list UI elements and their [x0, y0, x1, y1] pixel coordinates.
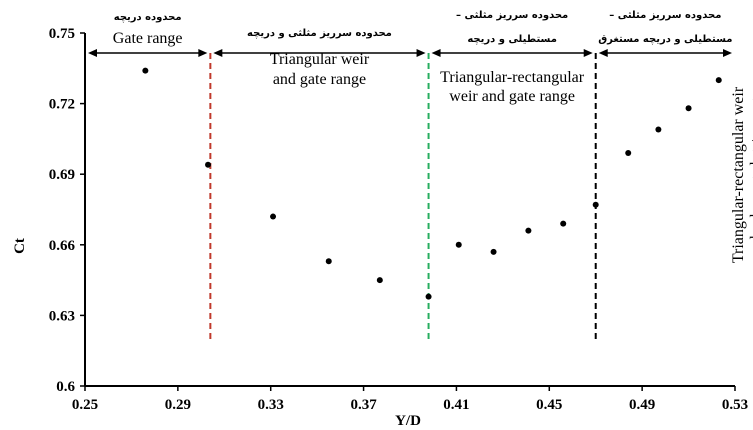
data-point: [685, 105, 692, 112]
arrow-right-icon: [198, 49, 208, 57]
region-label-en: Gate range: [113, 30, 183, 47]
region-label-fa: محدوده سرریز مثلثی – مستطیلی و دریچه مستغ…: [598, 10, 732, 45]
x-tick-label: 0.45: [536, 397, 562, 413]
region-label-fa: محدوده دریچه: [114, 12, 182, 23]
arrow-left-icon: [431, 49, 441, 57]
region-label-en: and gate range: [273, 71, 366, 88]
data-point: [560, 220, 567, 227]
x-axis-label: Y/D: [395, 413, 421, 429]
data-points: [142, 67, 722, 300]
region-label-fa-line: مستطیلی و دریچه مستغرق: [598, 34, 732, 45]
region-label-en: Triangular weir: [270, 51, 370, 68]
arrow-right-icon: [416, 49, 426, 57]
data-point: [376, 277, 383, 284]
data-point: [655, 126, 662, 133]
y-tick-label: 0.6: [56, 379, 75, 395]
data-point: [325, 258, 332, 265]
x-tick-label: 0.41: [443, 397, 469, 413]
region-label-fa: محدوده سرریز مثلثی و دریچه: [247, 28, 392, 39]
data-point: [592, 201, 599, 208]
x-tick-label: 0.49: [629, 397, 655, 413]
region-label-en-line: Triangular-rectangular weir: [730, 86, 747, 263]
region-label-en: weir and gate range: [449, 88, 575, 105]
region-label-en: Triangular-rectangular: [440, 69, 585, 86]
region-4: محدوده سرریز مثلثی – مستطیلی و دریچه مستغ…: [598, 10, 753, 263]
data-point: [490, 248, 497, 255]
data-point: [425, 293, 432, 300]
region-label-fa-line: محدوده سرریز مثلثی –: [456, 10, 568, 21]
arrow-left-icon: [213, 49, 223, 57]
x-tick-label: 0.29: [165, 397, 191, 413]
region-annotations: محدوده دریچه Gate range محدوده سرریز مثلثی…: [88, 10, 753, 263]
y-axis-label: Ct: [12, 238, 28, 254]
data-point: [525, 227, 532, 234]
x-tick-label: 0.25: [72, 397, 98, 413]
region-label-fa-line: محدوده سرریز مثلثی –: [609, 10, 721, 21]
y-tick-label: 0.69: [49, 167, 75, 183]
arrow-left-icon: [598, 49, 608, 57]
arrow-right-icon: [723, 49, 732, 57]
axes: [80, 32, 736, 391]
data-point: [270, 213, 277, 220]
region-label-fa-line: مستطیلی و دریچه: [467, 34, 557, 45]
x-tick-label: 0.33: [258, 397, 284, 413]
region-label-en-line: and submerged gate range: [748, 91, 753, 258]
y-tick-label: 0.63: [49, 308, 75, 324]
y-tick-label: 0.66: [49, 238, 76, 254]
arrow-left-icon: [88, 49, 97, 57]
data-point: [715, 77, 722, 84]
arrow-right-icon: [583, 49, 593, 57]
data-point: [142, 67, 149, 74]
x-tick-label: 0.53: [722, 397, 748, 413]
region-label-en: Triangular-rectangular weirand submerged…: [730, 86, 753, 263]
region-2: محدوده سرریز مثلثی و دریچه Triangular wei…: [213, 28, 426, 88]
x-tick-label: 0.37: [350, 397, 377, 413]
data-point: [205, 161, 212, 168]
data-point: [455, 241, 462, 248]
tick-labels: 0.25 0.29 0.33 0.37 0.41 0.45 0.49 0.53 0.6 0.63 0…: [49, 26, 748, 413]
region-1: محدوده دریچه Gate range: [88, 12, 208, 57]
region-label-fa: محدوده سرریز مثلثی – مستطیلی و دریچه: [456, 10, 568, 45]
region-3: محدوده سرریز مثلثی – مستطیلی و دریچه Trian…: [431, 10, 593, 105]
data-point: [625, 150, 632, 157]
y-tick-label: 0.72: [49, 97, 75, 113]
y-tick-label: 0.75: [49, 26, 75, 42]
